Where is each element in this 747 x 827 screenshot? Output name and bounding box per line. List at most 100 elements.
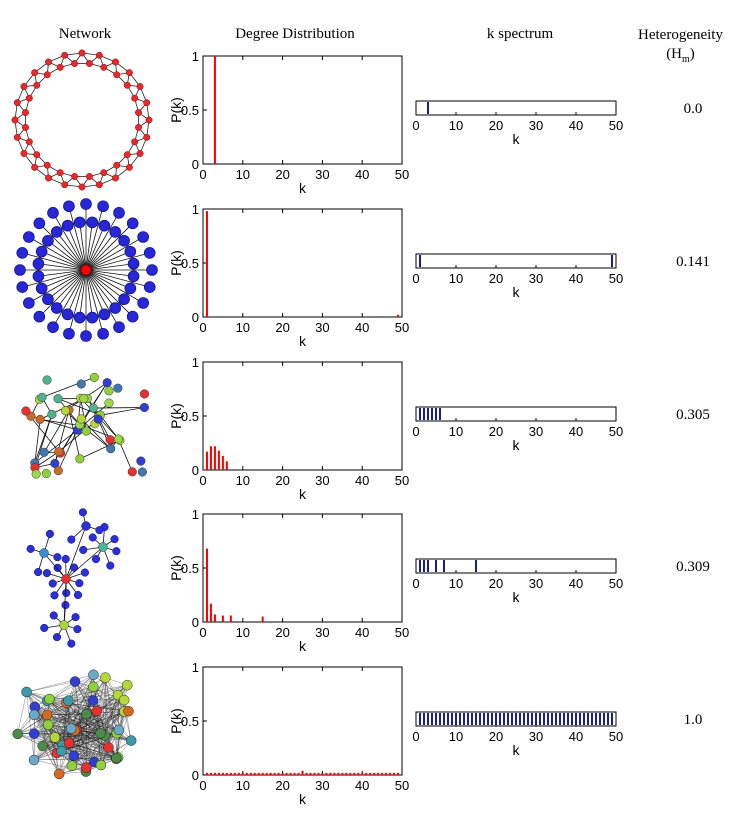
hier-leaf-node <box>110 535 119 544</box>
hier-leaf-node <box>52 633 62 642</box>
degree-y-tick-label: 1 <box>192 355 199 370</box>
spectrum-frame <box>415 558 617 574</box>
random-node <box>104 386 114 396</box>
star-leaf-node <box>97 327 109 340</box>
complete-node <box>37 740 48 752</box>
hier-leaf-node <box>71 613 80 622</box>
complete-edge <box>34 714 62 752</box>
star-edge <box>47 269 87 300</box>
degree-y-tick-label: 1 <box>192 49 199 64</box>
degree-x-tick-label: 40 <box>355 473 369 488</box>
ring-node <box>78 183 86 191</box>
hier-leaf-node <box>73 625 82 634</box>
star-leaf-node <box>143 281 156 293</box>
hier-hub-edge <box>65 546 104 580</box>
spectrum-x-tick-label: 0 <box>412 118 419 133</box>
degree-plot-frame <box>202 666 403 776</box>
star-leaf-node <box>126 310 139 323</box>
complete-node <box>65 723 77 734</box>
header-degree-distribution: Degree Distribution <box>235 26 355 42</box>
complete-edge <box>42 745 119 758</box>
star-leaf-node <box>124 245 137 258</box>
star-leaf-node <box>113 321 125 333</box>
ring-node <box>125 69 133 77</box>
star-edge <box>68 269 87 334</box>
degree-x-tick-label: 20 <box>275 473 289 488</box>
star-edge <box>85 269 131 289</box>
ring-node <box>45 58 52 66</box>
ring-node <box>113 161 121 169</box>
complete-edge <box>49 698 125 701</box>
spectrum-x-tick-label: 40 <box>569 424 583 439</box>
degree-x-tick-label: 10 <box>236 320 250 335</box>
ring-node <box>71 60 79 67</box>
complete-edge <box>108 694 119 748</box>
random-node <box>60 406 71 416</box>
hm-open: (H <box>666 46 683 62</box>
ring-node <box>123 151 131 159</box>
degree-y-tick-label: 0 <box>192 310 199 325</box>
hier-leaf-node <box>106 561 115 570</box>
complete-node <box>69 676 81 687</box>
degree-x-tick-label: 0 <box>199 778 206 793</box>
chart-row-3: 0 10 20 30 40 50 0 0.5 1 k P(k) 0 10 20 30 40 50 k 0.305 <box>168 355 710 502</box>
star-edge <box>56 231 87 271</box>
complete-network <box>12 669 137 780</box>
degree-y-tick-label: 0.5 <box>181 561 199 576</box>
complete-node <box>28 709 40 721</box>
ring-node <box>20 83 28 90</box>
random-network <box>21 372 150 479</box>
random-node <box>93 414 103 424</box>
ring-node <box>56 63 64 71</box>
random-node <box>139 402 149 413</box>
hier-hub-edge <box>63 578 67 626</box>
spectrum-x-axis-label: k <box>513 742 521 758</box>
degree-plot-frame <box>202 513 403 623</box>
random-edge <box>40 419 81 427</box>
ring-node <box>61 51 69 59</box>
star-leaf-node <box>97 200 109 213</box>
star-leaf-node <box>80 198 92 210</box>
degree-x-tick-label: 10 <box>236 473 250 488</box>
spectrum-x-tick-label: 20 <box>489 576 503 591</box>
star-edge <box>85 252 150 271</box>
star-leaf-node <box>86 311 99 324</box>
heterogeneity-value: 0.0 <box>684 101 703 117</box>
hier-leaf-node <box>45 529 54 538</box>
complete-node <box>121 679 133 691</box>
header-heterogeneity-label: Heterogeneity <box>638 27 723 43</box>
degree-x-tick-label: 20 <box>275 625 289 640</box>
hier-leaf-node <box>53 553 62 562</box>
star-edge <box>85 231 116 271</box>
star-leaf-node <box>47 207 59 219</box>
complete-node <box>91 705 103 717</box>
random-node <box>47 409 57 419</box>
star-leaf-node <box>32 270 45 283</box>
star-edge <box>85 269 125 300</box>
star-edge <box>38 269 87 277</box>
star-leaf-node <box>47 321 59 333</box>
ring-node <box>131 138 139 146</box>
star-edge <box>47 240 87 271</box>
complete-node <box>44 693 55 705</box>
complete-node <box>123 705 134 717</box>
header-k-spectrum: k spectrum <box>486 26 554 42</box>
random-node <box>89 372 99 382</box>
spectrum-frame <box>415 406 617 422</box>
star-edge <box>85 269 105 315</box>
star-edge <box>85 240 125 271</box>
star-edge <box>39 269 87 317</box>
spectrum-x-tick-label: 10 <box>449 271 463 286</box>
complete-edge <box>34 733 60 775</box>
star-leaf-node <box>61 308 74 321</box>
complete-edge <box>68 699 125 744</box>
random-node <box>81 426 91 436</box>
spectrum-x-tick-label: 30 <box>529 424 543 439</box>
complete-edge <box>71 733 103 766</box>
complete-edge <box>49 698 72 729</box>
random-edge <box>81 418 112 450</box>
hier-leaf-node <box>49 611 58 620</box>
random-node <box>35 414 45 424</box>
star-edge <box>28 269 87 304</box>
